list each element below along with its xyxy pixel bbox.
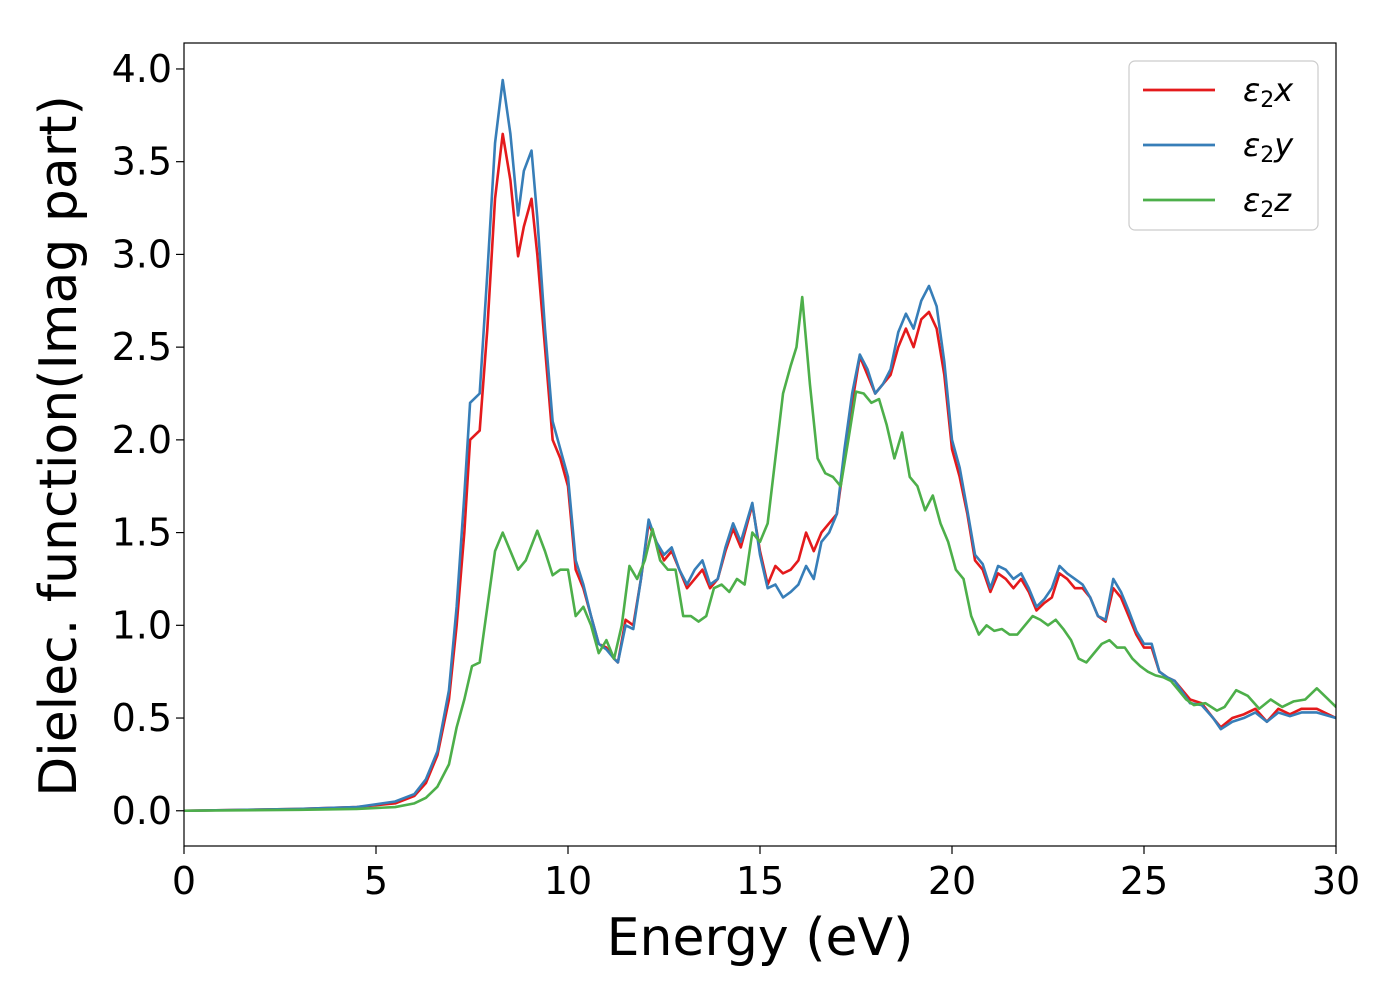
series-layer	[184, 78, 1336, 813]
y-tick-label: 4.0	[112, 47, 172, 91]
legend-label-z: ε2z	[1243, 181, 1292, 223]
legend-frame	[1128, 60, 1319, 231]
legend: ε2x ε2y ε2z	[1128, 60, 1319, 231]
y-axis-label: Dielec. function(Imag part)	[29, 95, 89, 797]
x-tick-label: 30	[1312, 859, 1360, 903]
legend-label-y: ε2y	[1243, 126, 1294, 168]
series-line-y	[184, 78, 1336, 813]
y-axis-ticks: 0.0 0.5 1.0 1.5 2.0 2.5 3.0 3.5 4.0	[112, 47, 184, 833]
x-tick-label: 20	[928, 859, 976, 903]
y-tick-label: 3.5	[112, 140, 172, 184]
legend-items: ε2x ε2y ε2z	[1143, 71, 1294, 223]
x-tick-label: 5	[364, 859, 388, 903]
y-tick-label: 0.5	[112, 696, 172, 740]
legend-label-x: ε2x	[1243, 71, 1294, 113]
x-tick-label: 25	[1120, 859, 1168, 903]
y-tick-label: 2.0	[112, 418, 172, 462]
x-axis-ticks: 0 5 10 15 20 25 30	[172, 846, 1360, 903]
y-tick-label: 1.5	[112, 511, 172, 555]
series-line-z	[184, 295, 1336, 813]
y-tick-label: 0.0	[112, 789, 172, 833]
x-axis-label: Energy (eV)	[607, 908, 914, 968]
x-tick-label: 15	[736, 859, 784, 903]
y-tick-label: 2.5	[112, 325, 172, 369]
x-tick-label: 0	[172, 859, 196, 903]
y-tick-label: 3.0	[112, 232, 172, 276]
x-tick-label: 10	[544, 859, 592, 903]
y-tick-label: 1.0	[112, 603, 172, 647]
